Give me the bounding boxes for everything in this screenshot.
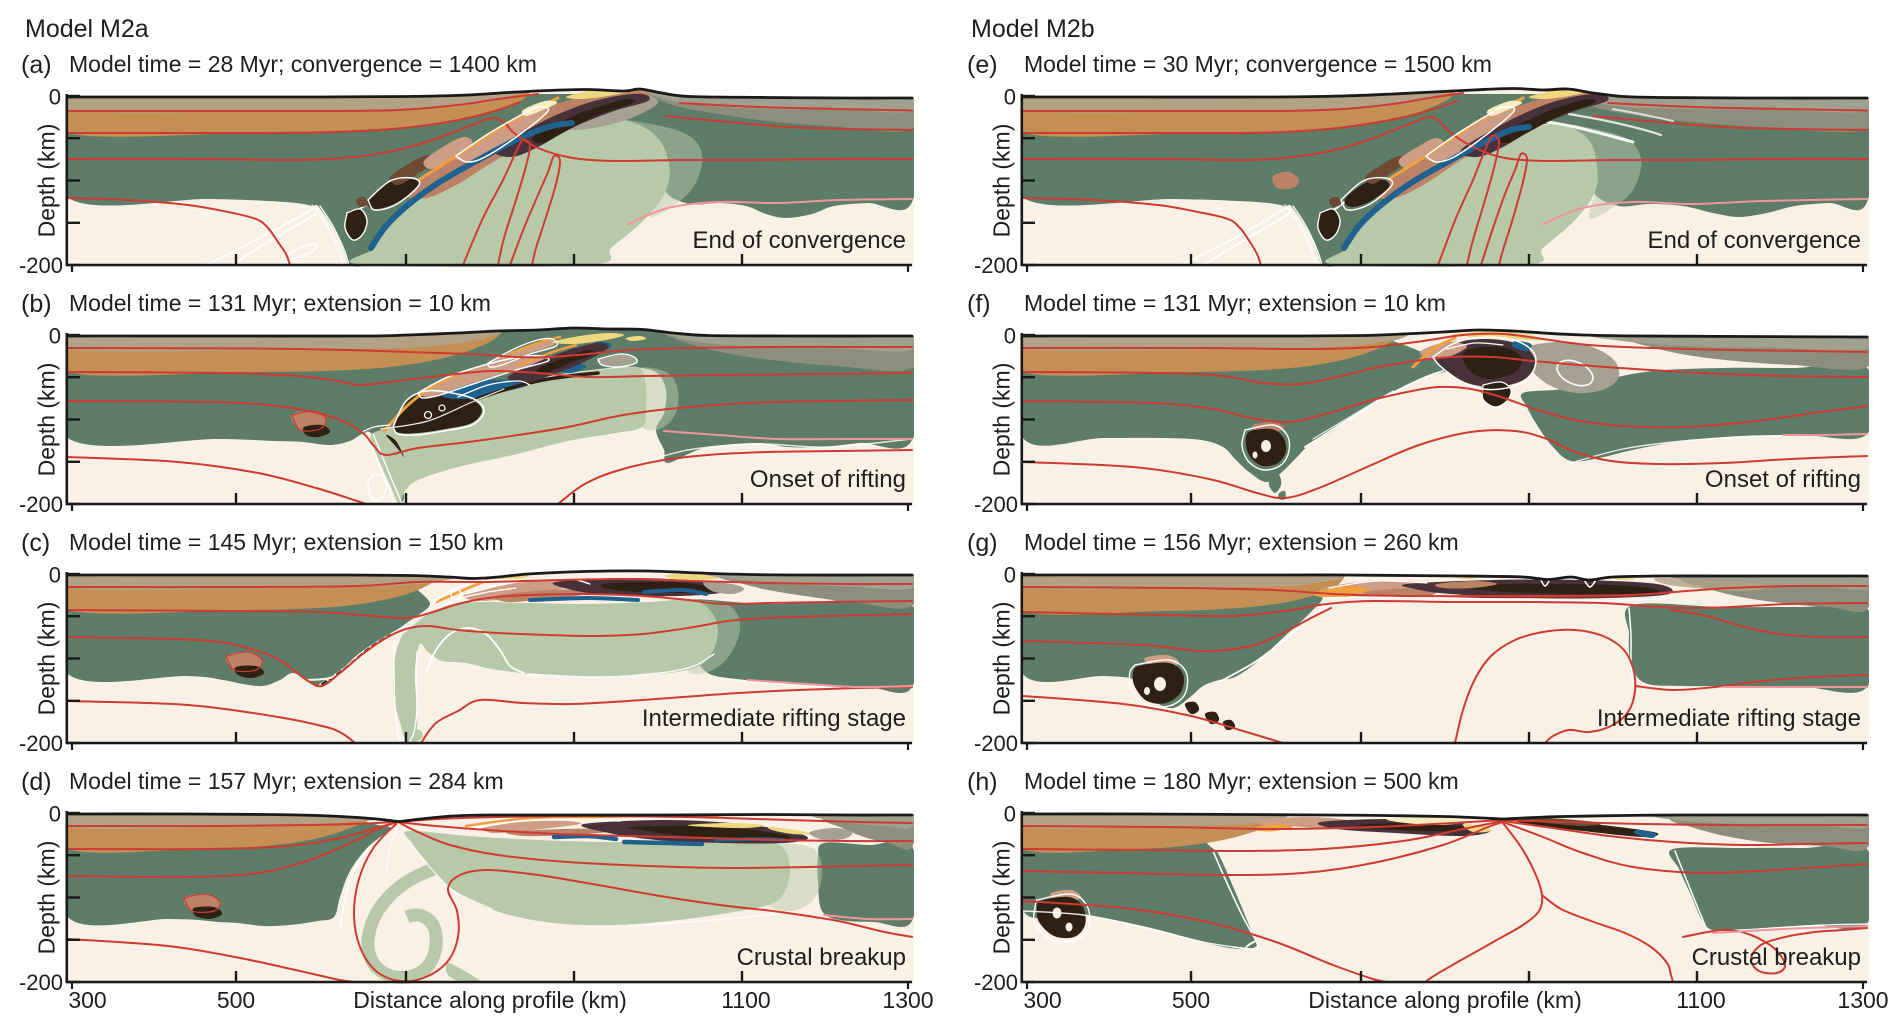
svg-text:1300: 1300	[882, 987, 933, 1013]
svg-text:0: 0	[1004, 85, 1016, 110]
svg-text:Crustal breakup: Crustal breakup	[737, 944, 906, 971]
svg-text:Model time = 30 Myr; convergen: Model time = 30 Myr; convergence = 1500 …	[1024, 51, 1492, 77]
svg-text:Distance along profile (km): Distance along profile (km)	[353, 987, 627, 1013]
svg-text:500: 500	[217, 987, 255, 1013]
svg-text:Depth (km): Depth (km)	[34, 841, 60, 955]
svg-text:-200: -200	[974, 970, 1018, 995]
svg-text:Depth (km): Depth (km)	[34, 363, 60, 477]
svg-text:End of convergence: End of convergence	[693, 227, 906, 254]
svg-text:(h): (h)	[967, 768, 998, 796]
svg-text:Model time = 157 Myr; extensio: Model time = 157 Myr; extension = 284 km	[69, 768, 504, 794]
svg-text:1100: 1100	[721, 987, 770, 1013]
svg-text:0: 0	[49, 85, 61, 110]
svg-text:Distance along profile (km): Distance along profile (km)	[1308, 987, 1582, 1013]
svg-text:Depth (km): Depth (km)	[989, 124, 1015, 238]
svg-text:-200: -200	[19, 253, 63, 278]
svg-text:-200: -200	[974, 731, 1018, 756]
svg-text:(c): (c)	[21, 529, 50, 557]
svg-text:(e): (e)	[967, 51, 998, 79]
svg-text:300: 300	[68, 987, 106, 1013]
svg-text:(b): (b)	[21, 290, 52, 318]
svg-text:Intermediate rifting stage: Intermediate rifting stage	[1597, 705, 1861, 732]
svg-text:-200: -200	[19, 492, 63, 517]
svg-text:300: 300	[1023, 987, 1061, 1013]
svg-text:Depth (km): Depth (km)	[989, 363, 1015, 477]
svg-text:Model time = 131 Myr; extensio: Model time = 131 Myr; extension = 10 km	[69, 290, 491, 316]
svg-text:End of convergence: End of convergence	[1648, 227, 1861, 254]
svg-text:Model time = 180 Myr; extensio: Model time = 180 Myr; extension = 500 km	[1024, 768, 1459, 794]
svg-text:Model time = 131 Myr; extensio: Model time = 131 Myr; extension = 10 km	[1024, 290, 1446, 316]
svg-text:-200: -200	[974, 253, 1018, 278]
svg-text:Crustal breakup: Crustal breakup	[1692, 944, 1861, 971]
svg-text:(f): (f)	[967, 290, 991, 318]
svg-text:0: 0	[1004, 802, 1016, 827]
svg-text:0: 0	[49, 324, 61, 349]
svg-text:-200: -200	[19, 731, 63, 756]
svg-text:Onset of rifting: Onset of rifting	[1705, 466, 1861, 493]
svg-text:1300: 1300	[1837, 987, 1888, 1013]
svg-text:0: 0	[49, 563, 61, 588]
svg-text:Onset of rifting: Onset of rifting	[750, 466, 906, 493]
svg-text:Model time = 156 Myr; extensio: Model time = 156 Myr; extension = 260 km	[1024, 529, 1459, 555]
svg-text:-200: -200	[974, 492, 1018, 517]
svg-text:1100: 1100	[1676, 987, 1725, 1013]
svg-text:Model M2b: Model M2b	[971, 15, 1095, 43]
svg-text:Model time = 145 Myr; extensio: Model time = 145 Myr; extension = 150 km	[69, 529, 504, 555]
svg-text:Model M2a: Model M2a	[25, 15, 149, 43]
svg-text:Intermediate rifting stage: Intermediate rifting stage	[642, 705, 906, 732]
svg-text:0: 0	[1004, 563, 1016, 588]
svg-text:Depth (km): Depth (km)	[989, 841, 1015, 955]
svg-text:0: 0	[49, 802, 61, 827]
svg-text:0: 0	[1004, 324, 1016, 349]
svg-text:-200: -200	[19, 970, 63, 995]
svg-text:Model time = 28 Myr; convergen: Model time = 28 Myr; convergence = 1400 …	[69, 51, 537, 77]
svg-text:Depth (km): Depth (km)	[989, 602, 1015, 716]
svg-text:(a): (a)	[21, 51, 52, 79]
svg-text:500: 500	[1172, 987, 1210, 1013]
svg-text:Depth (km): Depth (km)	[34, 602, 60, 716]
svg-text:(d): (d)	[21, 768, 52, 796]
svg-text:(g): (g)	[967, 529, 998, 557]
svg-text:Depth (km): Depth (km)	[34, 124, 60, 238]
